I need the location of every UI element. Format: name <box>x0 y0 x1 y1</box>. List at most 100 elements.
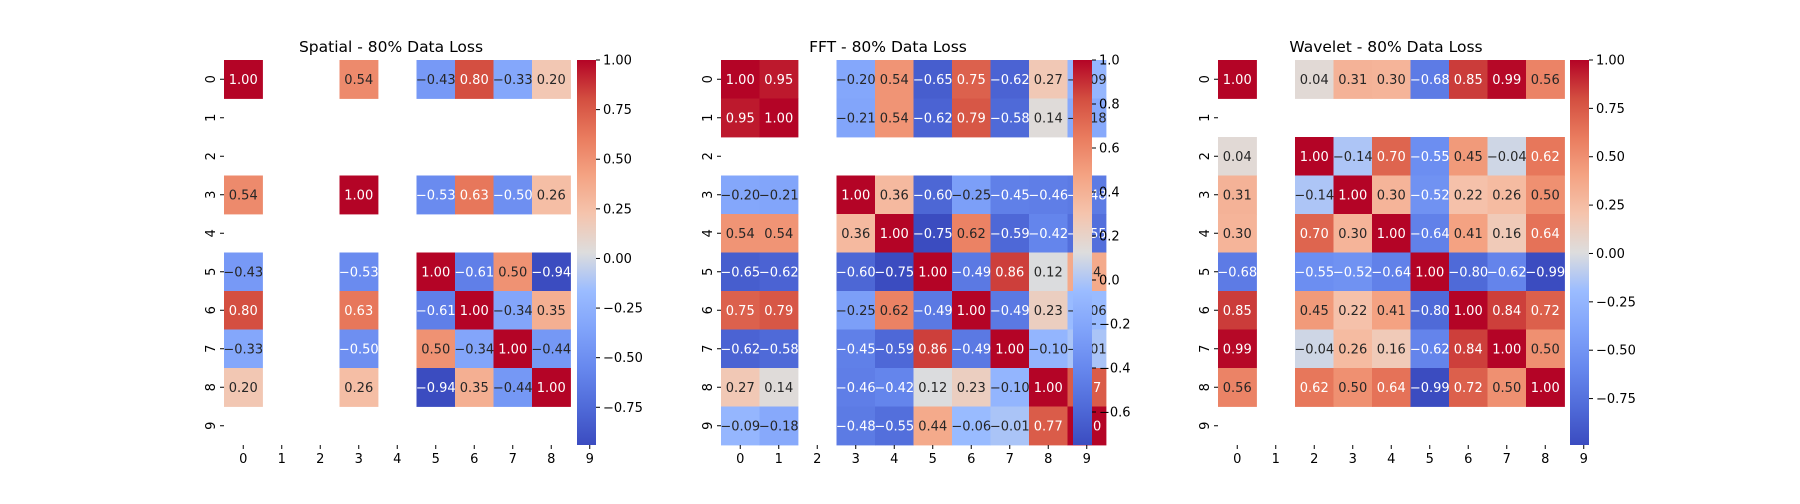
cell-value-label: 1.00 <box>344 188 373 203</box>
cell-value-label: 0.45 <box>1300 304 1329 319</box>
cell-value-label: −0.49 <box>913 304 953 319</box>
colorbar <box>1570 60 1589 445</box>
cell-value-label: −0.53 <box>416 188 456 203</box>
heatmap-cell <box>1029 291 1068 330</box>
cell-value-label: 0.72 <box>1454 381 1483 396</box>
heatmap-cell <box>721 329 760 369</box>
cell-value-label: 0.64 <box>1531 227 1560 242</box>
heatmap-cell <box>416 175 456 215</box>
cell-value-label: 0.12 <box>1034 265 1063 280</box>
cell-value-label: 0.54 <box>344 73 373 88</box>
cell-value-label: 0.86 <box>995 265 1024 280</box>
cell-value-label: −0.55 <box>1410 150 1450 165</box>
y-tick-label: 7 <box>1198 345 1213 353</box>
heatmap-cell <box>1218 60 1257 99</box>
heatmap-cell <box>416 291 456 330</box>
cell-value-label: 0.63 <box>344 304 373 319</box>
x-tick-label: 8 <box>1044 452 1052 467</box>
heatmap-cell <box>1410 252 1450 292</box>
heatmap-cell <box>416 329 456 369</box>
x-tick-label: 4 <box>393 452 401 467</box>
cell-value-label: −0.53 <box>339 265 379 280</box>
cell-value-label: −0.21 <box>836 111 876 126</box>
heatmap-cell <box>990 98 1030 138</box>
heatmap-cell <box>1372 175 1411 215</box>
heatmap-cell <box>1449 252 1488 292</box>
cell-value-label: −0.33 <box>493 73 533 88</box>
cell-value-label: −0.75 <box>913 227 953 242</box>
heatmap-cell <box>913 368 953 407</box>
heatmap-cell <box>990 291 1030 330</box>
heatmap-cell <box>1410 175 1450 215</box>
x-tick-label: 7 <box>509 452 517 467</box>
heatmap-cell <box>990 214 1030 253</box>
colorbar-tick-label: 0.75 <box>603 103 632 118</box>
x-tick-label: 8 <box>1541 452 1549 467</box>
cell-value-label: 0.70 <box>1377 150 1406 165</box>
x-tick-label: 8 <box>547 452 555 467</box>
cell-value-label: −0.45 <box>990 188 1030 203</box>
heatmap-cell <box>875 60 914 99</box>
cell-value-label: −0.58 <box>990 111 1030 126</box>
heatmap-cell <box>875 329 914 369</box>
heatmap-cell <box>224 175 263 215</box>
heatmap-cell <box>1449 60 1488 99</box>
colorbar-tick-label: 0.00 <box>603 252 632 267</box>
y-tick-label: 0 <box>204 75 219 83</box>
cell-value-label: −0.62 <box>759 265 799 280</box>
heatmap-cell <box>759 214 799 253</box>
cell-value-label: −0.45 <box>836 342 876 357</box>
heatmap-cell <box>339 368 379 407</box>
heatmap-cell <box>1449 214 1488 253</box>
cell-value-label: 1.00 <box>421 265 450 280</box>
cell-value-label: −0.60 <box>913 188 953 203</box>
cell-value-label: 0.50 <box>1492 381 1521 396</box>
heatmap-cell <box>1449 368 1488 407</box>
heatmap-cell <box>1295 214 1334 253</box>
heatmap-cell <box>990 175 1030 215</box>
heatmap-cell <box>224 291 263 330</box>
cell-value-label: 0.36 <box>880 188 909 203</box>
heatmap-cell <box>952 175 991 215</box>
colorbar-tick-label: 0.25 <box>1596 199 1625 214</box>
heatmap-cell <box>1526 329 1565 369</box>
cell-value-label: 0.54 <box>764 227 793 242</box>
y-tick-label: 4 <box>1198 229 1213 237</box>
heatmap-cell <box>875 214 914 253</box>
cell-value-label: 1.00 <box>726 73 755 88</box>
colorbar-tick-label: −0.50 <box>1596 344 1636 359</box>
colorbar-tick-label: 1.00 <box>603 54 632 69</box>
heatmap-cell <box>721 98 760 138</box>
heatmap-cell <box>875 98 914 138</box>
colorbar-tick-label: 0.0 <box>1099 274 1120 289</box>
panel-title: FFT - 80% Data Loss <box>809 38 967 56</box>
heatmap-cell <box>1410 214 1450 253</box>
heatmap-cell <box>913 329 953 369</box>
heatmap-cell <box>224 60 263 99</box>
heatmap-cell <box>875 291 914 330</box>
heatmap-cell <box>721 406 760 446</box>
heatmap-cell <box>493 60 533 99</box>
heatmap-cell <box>952 291 991 330</box>
x-tick-label: 6 <box>470 452 478 467</box>
cell-value-label: 1.00 <box>1492 342 1521 357</box>
heatmap-cell <box>1410 60 1450 99</box>
heatmap-cell <box>759 406 799 446</box>
heatmap-cell <box>759 175 799 215</box>
heatmap-cell <box>1295 175 1334 215</box>
cell-value-label: 1.00 <box>1300 150 1329 165</box>
cell-value-label: 0.85 <box>1223 304 1252 319</box>
heatmap-cell <box>913 98 953 138</box>
heatmap-cell <box>493 329 533 369</box>
heatmap-cell <box>952 368 991 407</box>
cell-value-label: −0.94 <box>416 381 456 396</box>
y-tick-label: 0 <box>701 75 716 83</box>
heatmap-cell <box>1526 291 1565 330</box>
cell-value-label: −0.61 <box>416 304 456 319</box>
heatmap-cell <box>721 252 760 292</box>
cell-value-label: −0.49 <box>990 304 1030 319</box>
colorbar <box>577 60 596 445</box>
heatmap-cell <box>1372 329 1411 369</box>
heatmap-cell <box>1218 175 1257 215</box>
